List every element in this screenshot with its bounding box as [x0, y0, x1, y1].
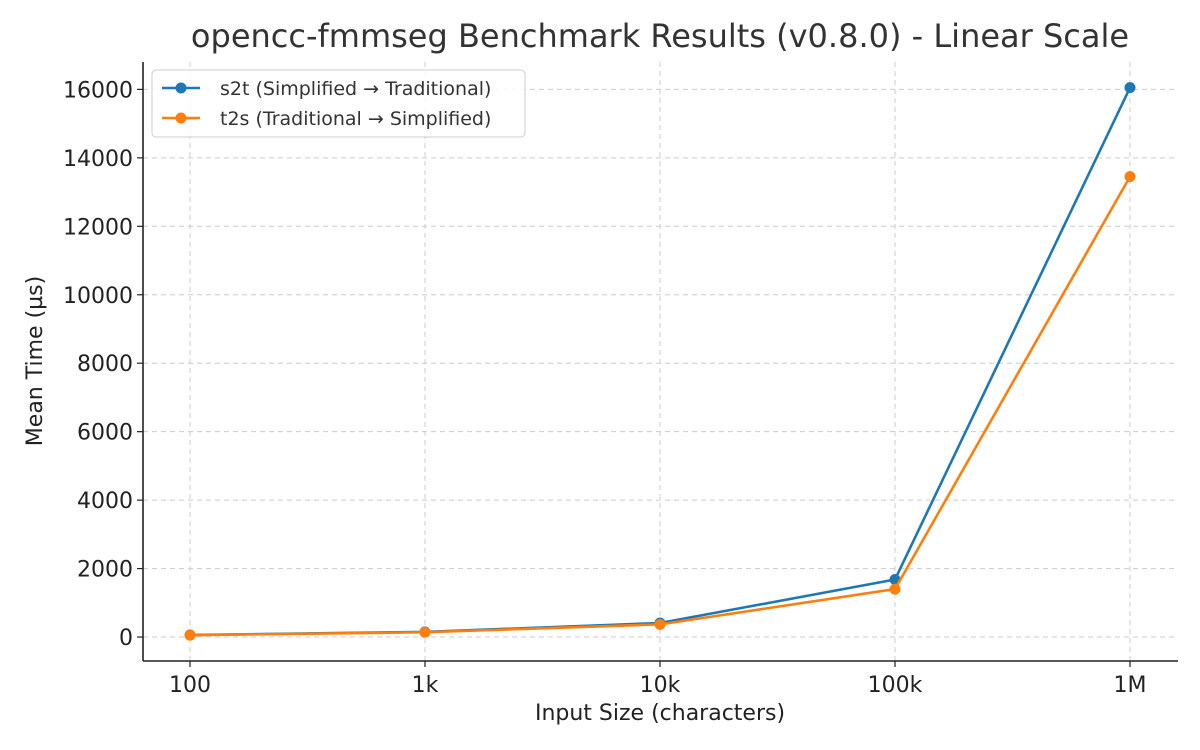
- series-group: [184, 82, 1136, 641]
- x-tick-label: 100: [169, 673, 211, 698]
- y-tick-label: 6000: [77, 421, 133, 446]
- axes: [137, 62, 1178, 667]
- data-point: [889, 583, 901, 595]
- legend-marker: [175, 112, 187, 124]
- y-tick-label: 16000: [63, 78, 133, 103]
- data-point: [654, 618, 666, 630]
- legend-marker: [175, 82, 187, 94]
- y-tick-label: 4000: [77, 489, 133, 514]
- legend-label: s2t (Simplified → Traditional): [220, 78, 491, 100]
- y-tick-label: 8000: [77, 352, 133, 377]
- y-tick-label: 14000: [63, 147, 133, 172]
- y-tick-label: 0: [119, 626, 133, 651]
- y-tick-label: 10000: [63, 284, 133, 309]
- chart-title: opencc-fmmseg Benchmark Results (v0.8.0)…: [191, 17, 1129, 55]
- y-axis-label: Mean Time (µs): [23, 276, 48, 446]
- legend-label: t2s (Traditional → Simplified): [220, 108, 491, 130]
- x-tick-label: 100k: [868, 673, 923, 698]
- legend: s2t (Simplified → Traditional) t2s (Tradi…: [151, 69, 526, 138]
- data-point: [184, 629, 196, 641]
- series-1: [184, 171, 1136, 641]
- x-tick-label: 1k: [412, 673, 439, 698]
- y-tick-label: 2000: [77, 558, 133, 583]
- grid: [143, 62, 1178, 661]
- tick-labels: 0 2000 4000 6000 8000 10000 12000 14000 16000 100…: [63, 78, 1146, 698]
- x-tick-label: 1M: [1114, 673, 1147, 698]
- legend-box: [151, 69, 526, 138]
- data-point: [1124, 171, 1136, 183]
- x-axis-label: Input Size (characters): [535, 701, 785, 726]
- y-tick-label: 12000: [63, 215, 133, 240]
- x-tick-label: 10k: [640, 673, 681, 698]
- data-point: [419, 626, 431, 638]
- data-point: [1124, 82, 1136, 94]
